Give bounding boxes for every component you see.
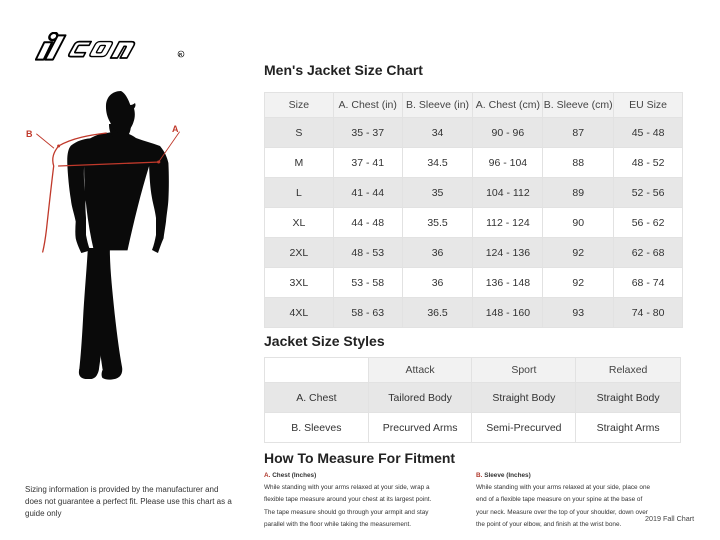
- svg-text:R: R: [179, 52, 182, 57]
- svg-text:B: B: [26, 129, 33, 139]
- svg-text:A: A: [172, 124, 179, 134]
